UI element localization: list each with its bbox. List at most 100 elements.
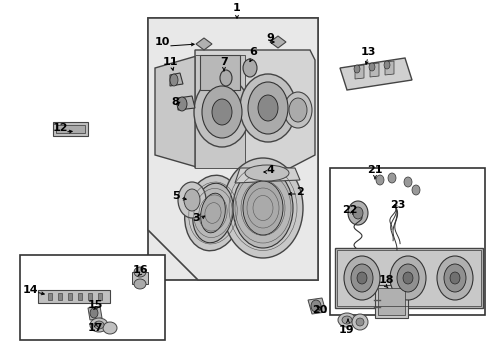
Bar — [195, 55, 244, 168]
Text: 13: 13 — [360, 47, 375, 57]
Ellipse shape — [212, 99, 231, 125]
Text: 15: 15 — [87, 300, 102, 310]
Ellipse shape — [403, 177, 411, 187]
Ellipse shape — [383, 61, 389, 69]
Ellipse shape — [356, 272, 366, 284]
Text: 10: 10 — [154, 37, 169, 47]
Ellipse shape — [350, 264, 372, 292]
Ellipse shape — [411, 185, 419, 195]
Ellipse shape — [355, 318, 363, 326]
Ellipse shape — [192, 183, 233, 243]
Ellipse shape — [183, 189, 200, 211]
Bar — [336, 250, 480, 306]
Bar — [329, 168, 484, 315]
Bar — [374, 285, 407, 318]
Ellipse shape — [200, 193, 225, 233]
Bar — [68, 293, 72, 300]
Bar — [200, 55, 240, 90]
Ellipse shape — [177, 97, 186, 111]
Ellipse shape — [284, 92, 311, 128]
Ellipse shape — [389, 256, 425, 300]
Ellipse shape — [103, 322, 117, 334]
Ellipse shape — [202, 86, 242, 138]
Text: 17: 17 — [87, 323, 102, 333]
Text: 11: 11 — [162, 57, 177, 67]
Polygon shape — [196, 38, 212, 50]
Ellipse shape — [94, 321, 104, 329]
Ellipse shape — [243, 59, 257, 77]
Ellipse shape — [288, 98, 306, 122]
Ellipse shape — [243, 181, 283, 235]
Ellipse shape — [178, 182, 205, 218]
Text: 6: 6 — [248, 47, 256, 57]
Text: 16: 16 — [132, 265, 147, 275]
Polygon shape — [148, 18, 317, 280]
Text: 1: 1 — [233, 3, 241, 13]
Bar — [58, 293, 62, 300]
Polygon shape — [307, 298, 325, 314]
Polygon shape — [384, 61, 393, 75]
Ellipse shape — [352, 207, 362, 219]
Text: 12: 12 — [52, 123, 68, 133]
Bar — [56, 125, 85, 133]
Text: 22: 22 — [342, 205, 357, 215]
Text: 20: 20 — [312, 305, 327, 315]
Polygon shape — [334, 248, 482, 308]
Ellipse shape — [337, 313, 355, 327]
Ellipse shape — [240, 74, 295, 142]
Ellipse shape — [258, 95, 278, 121]
Polygon shape — [369, 63, 378, 77]
Ellipse shape — [347, 201, 367, 225]
Polygon shape — [339, 58, 411, 90]
Ellipse shape — [396, 264, 418, 292]
Text: 4: 4 — [265, 165, 273, 175]
Polygon shape — [235, 168, 299, 183]
Ellipse shape — [184, 175, 241, 251]
Ellipse shape — [134, 279, 146, 289]
Ellipse shape — [220, 70, 231, 86]
Bar — [132, 272, 148, 284]
Ellipse shape — [90, 318, 108, 332]
Bar — [38, 290, 110, 303]
Text: 21: 21 — [366, 165, 382, 175]
Polygon shape — [88, 306, 102, 320]
Ellipse shape — [247, 82, 287, 134]
Bar — [48, 293, 52, 300]
Text: 3: 3 — [192, 213, 200, 223]
Ellipse shape — [343, 256, 379, 300]
Bar — [148, 18, 317, 280]
Polygon shape — [170, 73, 183, 86]
Bar — [88, 293, 92, 300]
Polygon shape — [195, 50, 314, 168]
Polygon shape — [155, 55, 200, 168]
Polygon shape — [178, 96, 195, 110]
Bar — [78, 293, 82, 300]
Polygon shape — [354, 65, 363, 79]
Ellipse shape — [402, 272, 412, 284]
Bar — [53, 122, 88, 136]
Ellipse shape — [90, 308, 98, 318]
Text: 5: 5 — [172, 191, 180, 201]
Ellipse shape — [244, 165, 288, 181]
Ellipse shape — [375, 175, 383, 185]
Ellipse shape — [310, 300, 320, 312]
Text: 18: 18 — [378, 275, 393, 285]
Ellipse shape — [232, 168, 292, 248]
Bar — [20, 255, 164, 340]
Ellipse shape — [436, 256, 472, 300]
Text: 2: 2 — [296, 187, 303, 197]
Text: 7: 7 — [220, 57, 227, 67]
Ellipse shape — [449, 272, 459, 284]
Text: 9: 9 — [265, 33, 273, 43]
Ellipse shape — [341, 316, 351, 324]
Text: 8: 8 — [171, 97, 179, 107]
Text: 14: 14 — [22, 285, 38, 295]
Text: 19: 19 — [338, 325, 353, 335]
Ellipse shape — [351, 314, 367, 330]
Ellipse shape — [134, 267, 146, 277]
Ellipse shape — [223, 158, 303, 258]
Bar — [377, 288, 404, 315]
Ellipse shape — [368, 63, 374, 71]
Bar — [98, 293, 102, 300]
Polygon shape — [269, 36, 285, 48]
